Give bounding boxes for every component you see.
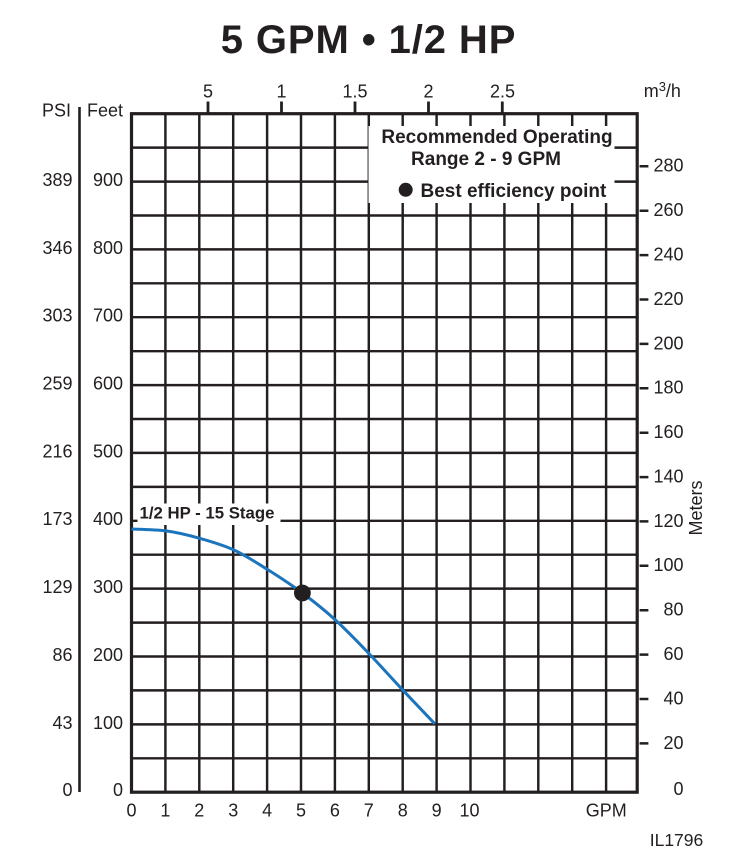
svg-text:7: 7 (364, 800, 374, 820)
svg-text:Meters: Meters (686, 480, 706, 535)
svg-text:Recommended Operating: Recommended Operating (381, 127, 612, 148)
svg-text:8: 8 (398, 800, 408, 820)
svg-text:20: 20 (663, 733, 683, 753)
svg-text:500: 500 (93, 441, 123, 461)
svg-text:10: 10 (459, 800, 479, 820)
svg-text:6: 6 (330, 800, 340, 820)
svg-text:259: 259 (42, 374, 72, 394)
svg-text:800: 800 (93, 238, 123, 258)
svg-text:200: 200 (653, 333, 683, 353)
svg-text:140: 140 (653, 467, 683, 487)
svg-text:1: 1 (276, 81, 286, 101)
svg-text:260: 260 (653, 200, 683, 220)
svg-text:43: 43 (52, 713, 72, 733)
svg-text:1/2 HP - 15 Stage: 1/2 HP - 15 Stage (140, 504, 275, 523)
svg-text:346: 346 (42, 238, 72, 258)
svg-text:240: 240 (653, 245, 683, 265)
svg-text:200: 200 (93, 645, 123, 665)
svg-text:216: 216 (42, 441, 72, 461)
svg-text:389: 389 (42, 170, 72, 190)
svg-text:120: 120 (653, 511, 683, 531)
svg-text:Best efficiency point: Best efficiency point (421, 181, 607, 202)
svg-text:173: 173 (42, 509, 72, 529)
svg-text:400: 400 (93, 509, 123, 529)
svg-text:129: 129 (42, 577, 72, 597)
svg-text:1: 1 (160, 800, 170, 820)
svg-text:100: 100 (93, 713, 123, 733)
svg-text:0: 0 (126, 800, 136, 820)
svg-text:5: 5 (203, 81, 213, 101)
svg-text:300: 300 (93, 577, 123, 597)
svg-text:m3/h: m3/h (644, 79, 681, 101)
svg-text:100: 100 (653, 555, 683, 575)
svg-text:900: 900 (93, 170, 123, 190)
svg-text:700: 700 (93, 306, 123, 326)
svg-text:1.5: 1.5 (342, 81, 367, 101)
svg-text:IL1796: IL1796 (650, 830, 704, 850)
svg-text:5 GPM • 1/2 HP: 5 GPM • 1/2 HP (221, 18, 517, 62)
svg-text:0: 0 (673, 779, 683, 799)
svg-text:86: 86 (52, 645, 72, 665)
svg-text:0: 0 (62, 780, 72, 800)
svg-text:40: 40 (663, 688, 683, 708)
svg-text:9: 9 (432, 800, 442, 820)
svg-text:3: 3 (228, 800, 238, 820)
svg-text:5: 5 (296, 800, 306, 820)
svg-text:Range 2 - 9 GPM: Range 2 - 9 GPM (411, 149, 561, 170)
svg-text:2: 2 (194, 800, 204, 820)
svg-text:303: 303 (42, 306, 72, 326)
svg-text:0: 0 (113, 780, 123, 800)
svg-text:80: 80 (663, 600, 683, 620)
svg-text:60: 60 (663, 644, 683, 664)
svg-text:280: 280 (653, 156, 683, 176)
svg-text:Feet: Feet (87, 101, 123, 121)
svg-text:4: 4 (262, 800, 272, 820)
svg-text:160: 160 (653, 422, 683, 442)
svg-text:600: 600 (93, 374, 123, 394)
svg-text:PSI: PSI (42, 101, 71, 121)
svg-text:220: 220 (653, 289, 683, 309)
svg-text:2.5: 2.5 (490, 81, 515, 101)
svg-text:GPM: GPM (586, 800, 627, 820)
svg-text:2: 2 (423, 81, 433, 101)
svg-text:180: 180 (653, 378, 683, 398)
